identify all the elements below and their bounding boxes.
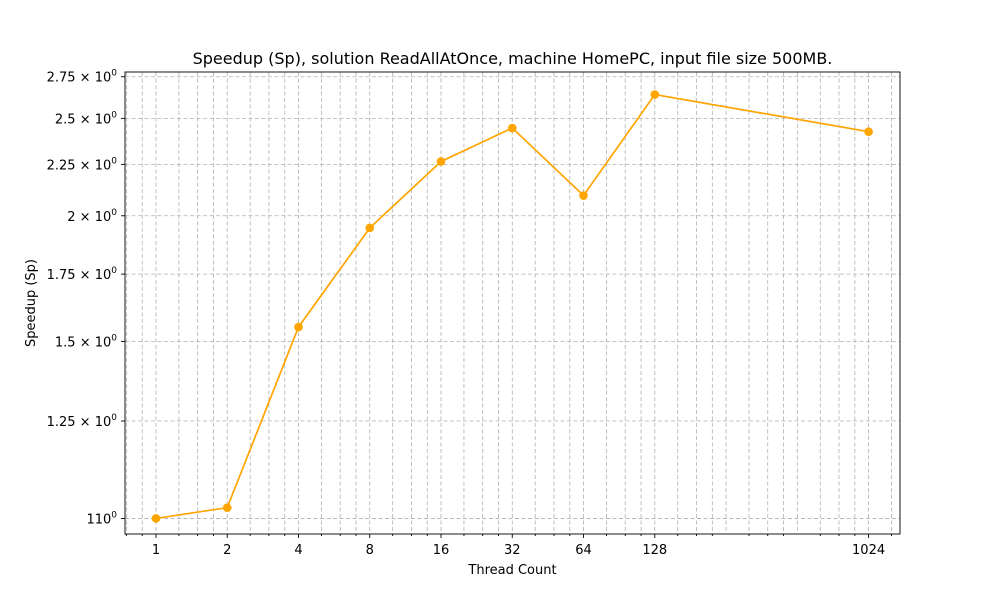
data-point bbox=[864, 127, 873, 136]
y-tick-label: 1100 bbox=[86, 510, 117, 527]
y-tick-label: 1.25 × 100 bbox=[47, 413, 118, 430]
x-tick-label: 16 bbox=[433, 543, 450, 558]
data-point bbox=[151, 514, 161, 523]
y-tick-label: 2.5 × 100 bbox=[55, 110, 117, 127]
y-tick-label: 1.75 × 100 bbox=[47, 266, 118, 283]
y-tick-label: 1.5 × 100 bbox=[55, 333, 117, 350]
series-layer bbox=[151, 90, 873, 523]
x-tick-label: 8 bbox=[366, 543, 374, 558]
y-tick-label: 2.25 × 100 bbox=[47, 156, 118, 173]
chart-title: Speedup (Sp), solution ReadAllAtOnce, ma… bbox=[193, 49, 833, 68]
y-axis-label: Speedup (Sp) bbox=[24, 259, 39, 347]
grid bbox=[125, 72, 900, 534]
x-tick-label: 1 bbox=[152, 543, 160, 558]
x-tick-label: 4 bbox=[294, 543, 302, 558]
data-point bbox=[650, 90, 660, 99]
x-tick-label: 1024 bbox=[852, 543, 885, 558]
data-point bbox=[579, 191, 588, 200]
ticks: 1 2 4 8 16 32 64 128 1024 1100 1.25 × 100 1.5 × 100… bbox=[47, 69, 892, 558]
y-tick-label: 2.75 × 100 bbox=[47, 69, 118, 86]
x-tick-label: 2 bbox=[223, 543, 231, 558]
x-tick-label: 32 bbox=[504, 543, 521, 558]
data-point bbox=[507, 123, 517, 133]
data-point bbox=[365, 223, 375, 233]
data-point bbox=[294, 322, 303, 332]
y-tick-label: 2 × 100 bbox=[67, 208, 117, 225]
data-point bbox=[222, 503, 232, 512]
x-tick-label: 64 bbox=[575, 543, 592, 558]
data-point bbox=[436, 157, 446, 166]
x-tick-label: 128 bbox=[642, 543, 667, 558]
x-axis-label: Thread Count bbox=[467, 563, 556, 578]
